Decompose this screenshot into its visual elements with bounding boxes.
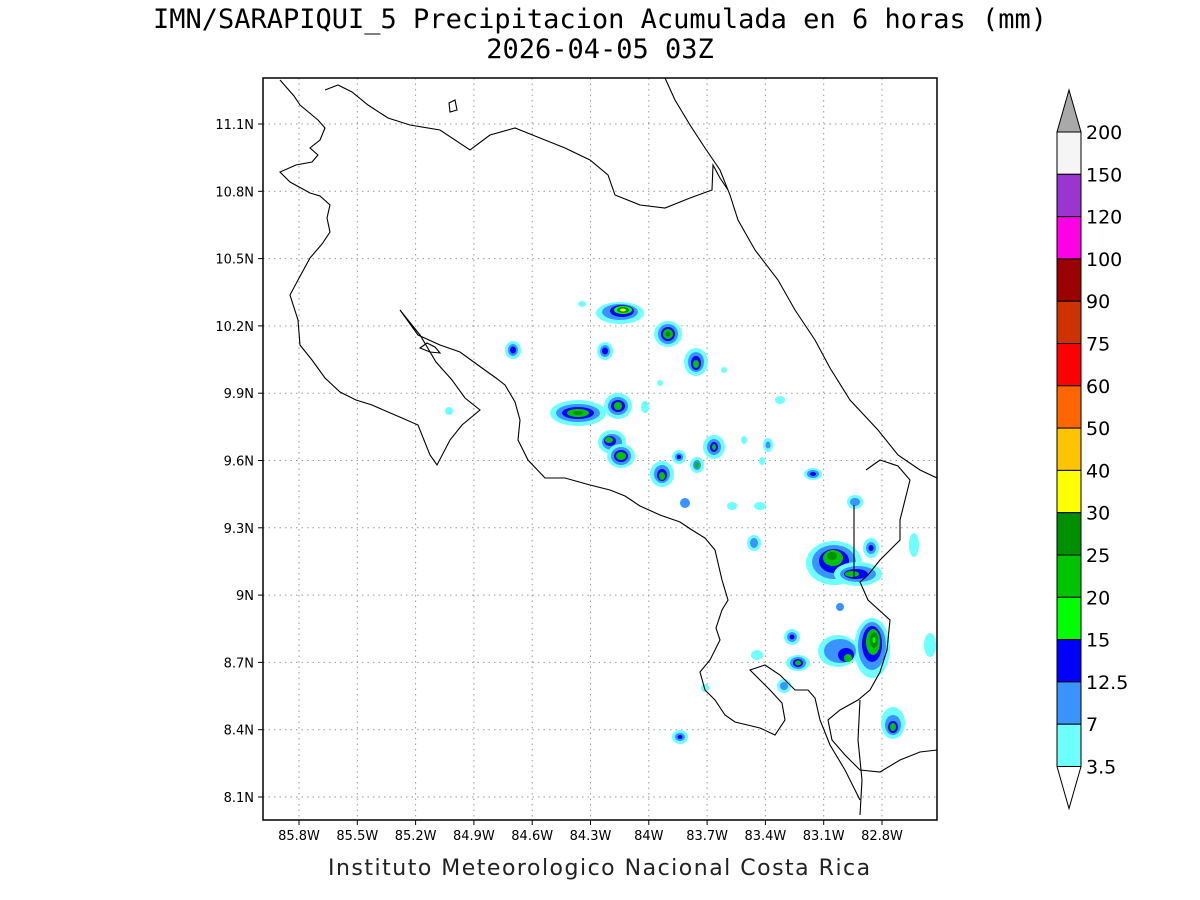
legend-label: 40 xyxy=(1086,460,1110,482)
precipitation-layer xyxy=(445,301,936,744)
color-legend: 200 150 120 100 90 75 60 50 40 30 25 20 15 12.5 7 3.5 xyxy=(1056,88,1128,811)
legend-swatch xyxy=(1056,216,1082,260)
lat-tick-label: 9N xyxy=(236,589,254,604)
rain-cell xyxy=(684,348,708,376)
legend-swatch xyxy=(1056,385,1082,429)
map-frame xyxy=(262,77,938,821)
rain-cell xyxy=(505,341,521,359)
lon-tick-label: 85.5W xyxy=(336,829,378,844)
rain-cell xyxy=(597,342,613,360)
rain-cell xyxy=(604,393,632,419)
rain-cell xyxy=(654,321,682,347)
legend-swatch xyxy=(1056,469,1082,514)
legend-label: 150 xyxy=(1086,164,1122,186)
legend-swatch xyxy=(1056,723,1082,768)
legend-over-triangle xyxy=(1056,88,1082,133)
lat-tick-label: 8.7N xyxy=(224,656,254,671)
lat-tick-label: 11.1N xyxy=(215,118,254,133)
rain-cell xyxy=(650,461,674,487)
border-south xyxy=(857,699,863,816)
legend-label: 60 xyxy=(1086,376,1110,398)
rain-cell xyxy=(804,468,822,480)
legend-swatch xyxy=(1056,258,1082,302)
coastline-layer xyxy=(279,78,937,816)
rain-cell xyxy=(607,444,635,468)
legend-label: 15 xyxy=(1086,630,1110,652)
map-title: IMN/SARAPIQUI_5 Precipitacion Acumulada … xyxy=(152,4,1048,35)
lon-tick-label: 84W xyxy=(634,829,664,844)
legend-under-triangle xyxy=(1056,766,1082,811)
rain-cell xyxy=(786,655,810,671)
rain-cell xyxy=(445,301,936,692)
legend-swatch xyxy=(1056,427,1082,471)
lon-tick-label: 85.8W xyxy=(278,829,320,844)
lon-tick-label: 82.8W xyxy=(861,829,903,844)
rain-cell xyxy=(863,538,879,558)
rain-cell xyxy=(777,679,791,693)
rain-cell xyxy=(881,707,905,739)
legend-swatch xyxy=(1056,639,1082,683)
rain-cell xyxy=(672,730,688,744)
legend-label: 25 xyxy=(1086,545,1110,567)
coastline-pacific xyxy=(279,79,861,801)
lat-tick-label: 9.6N xyxy=(224,455,254,470)
lon-tick-label: 83.4W xyxy=(744,829,786,844)
legend-swatch xyxy=(1056,343,1082,387)
lat-tick-label: 9.3N xyxy=(224,522,254,537)
lon-tick-label: 84.9W xyxy=(453,829,495,844)
rain-cell xyxy=(703,435,725,459)
legend-swatch xyxy=(1056,596,1082,641)
lat-tick-label: 10.2N xyxy=(215,320,254,335)
legend-swatch xyxy=(1056,131,1082,175)
footer-credit: Instituto Meteorologico Nacional Costa R… xyxy=(328,856,872,881)
legend-label: 75 xyxy=(1086,334,1110,356)
lat-tick-label: 8.1N xyxy=(224,791,254,806)
map-grid xyxy=(263,78,937,820)
rain-cell xyxy=(847,495,863,509)
legend-swatch xyxy=(1056,300,1082,345)
lon-tick-label: 84.3W xyxy=(570,829,612,844)
lat-tick-label: 9.9N xyxy=(224,387,254,402)
legend-label: 20 xyxy=(1086,587,1110,609)
coastline-lake xyxy=(418,342,442,354)
lon-tick-label: 83.7W xyxy=(686,829,728,844)
legend-swatch xyxy=(1056,173,1082,218)
coastline-island xyxy=(448,99,458,113)
lat-tick-label: 10.5N xyxy=(215,253,254,268)
legend-swatch xyxy=(1056,554,1082,598)
lon-tick-label: 84.6W xyxy=(511,829,553,844)
rain-cell xyxy=(672,450,686,464)
legend-swatch xyxy=(1056,512,1082,556)
rain-cell xyxy=(834,562,882,586)
rain-cell xyxy=(596,302,644,324)
legend-label: 7 xyxy=(1086,714,1098,736)
map-axes: 85.8W 85.5W 85.2W 84.9W 84.6W 84.3W 84W 83.7W 83… xyxy=(215,118,903,844)
legend-label: 50 xyxy=(1086,418,1110,440)
lat-tick-label: 8.4N xyxy=(224,724,254,739)
legend-label: 3.5 xyxy=(1086,757,1116,779)
legend-swatch xyxy=(1056,681,1082,725)
legend-label: 90 xyxy=(1086,291,1110,313)
rain-cell xyxy=(818,635,858,667)
rain-cell xyxy=(598,430,626,454)
legend-label: 12.5 xyxy=(1086,672,1128,694)
lon-tick-label: 83.1W xyxy=(803,829,845,844)
coastline-caribbean xyxy=(664,78,937,479)
map-subtitle: 2026-04-05 03Z xyxy=(486,34,714,65)
rain-cell xyxy=(747,535,761,551)
lon-tick-label: 85.2W xyxy=(395,829,437,844)
rain-cell xyxy=(550,400,606,426)
rain-cell xyxy=(690,457,704,473)
legend-label: 30 xyxy=(1086,503,1110,525)
border-nicaragua xyxy=(324,84,729,209)
border-panama xyxy=(827,459,937,773)
rain-cell xyxy=(854,618,890,678)
legend-label: 120 xyxy=(1086,207,1122,229)
legend-label: 100 xyxy=(1086,249,1122,271)
rain-cell xyxy=(784,629,800,645)
lat-tick-label: 10.8N xyxy=(215,185,254,200)
legend-label: 200 xyxy=(1086,122,1122,144)
